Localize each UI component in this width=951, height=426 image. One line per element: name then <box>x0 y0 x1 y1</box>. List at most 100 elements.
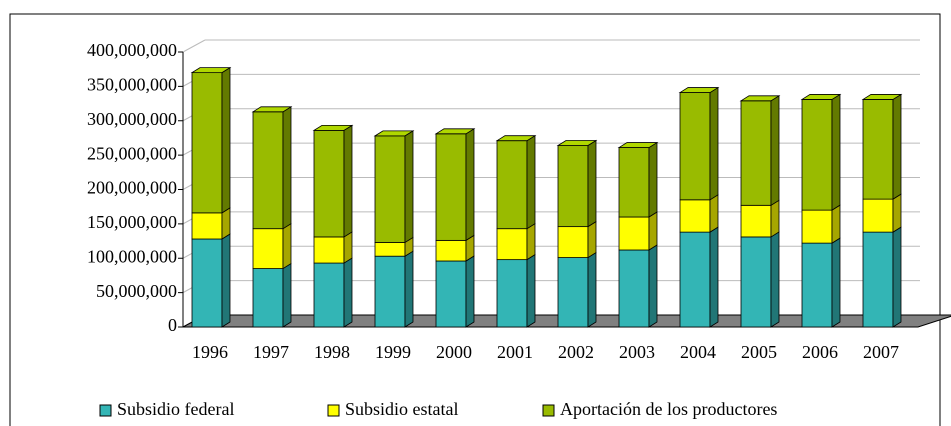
frame <box>9 13 941 426</box>
bar-segment-top <box>373 130 415 137</box>
bar-segment <box>435 133 467 241</box>
bar-segment <box>374 242 406 257</box>
y-tick-label: 50,000,000 <box>96 281 177 301</box>
bar-segment-side <box>648 211 658 251</box>
bar-segment-side <box>404 250 414 328</box>
bar-segment-top <box>434 128 476 135</box>
bar-segment-top <box>617 142 659 148</box>
bar-segment-side <box>526 222 536 261</box>
bar-segment <box>496 140 528 230</box>
bar-segment-side <box>526 134 536 230</box>
bar-segment-side <box>587 220 597 259</box>
bar-segment-side <box>709 194 719 233</box>
legend-label: Aportación de los productores <box>560 399 777 419</box>
bar-segment <box>191 212 223 240</box>
x-tick-label: 2001 <box>497 342 533 362</box>
bar-segment <box>801 99 833 211</box>
bar-segment-side <box>831 93 841 211</box>
bar-segment-side <box>343 257 353 328</box>
bar-segment-side <box>526 253 536 328</box>
bar-segment-side <box>343 124 353 238</box>
bar-segment-top <box>190 67 232 74</box>
x-tick-label: 2007 <box>863 342 899 362</box>
bar-segment-side <box>770 231 780 328</box>
bar-segment <box>740 204 772 238</box>
bar-segment <box>618 147 650 218</box>
bar-segment <box>557 145 589 228</box>
x-tick-label: 2002 <box>558 342 594 362</box>
bar-segment-side <box>282 222 292 270</box>
bar-segment-side <box>648 244 658 328</box>
bar-segment-top <box>495 135 537 142</box>
x-tick-label: 1999 <box>375 342 411 362</box>
bar-segment-side <box>465 128 475 242</box>
bar-segment-top <box>678 87 720 93</box>
bar-segment <box>862 231 894 328</box>
bar-segment <box>801 209 833 244</box>
bar-segment <box>313 129 345 238</box>
bar-segment-side <box>648 141 658 218</box>
bar-segment-side <box>709 86 719 201</box>
y-tick-label: 0 <box>168 315 177 335</box>
y-tick-label: 250,000,000 <box>87 143 177 163</box>
legend-label: Subsidio federal <box>117 399 234 419</box>
bar-segment <box>862 99 894 200</box>
y-tick-label: 300,000,000 <box>87 109 177 129</box>
bar-segment <box>313 236 345 264</box>
bar-segment-top <box>556 140 598 146</box>
y-tick-label: 350,000,000 <box>87 75 177 95</box>
legend-swatch <box>542 404 555 417</box>
x-tick-label: 2006 <box>802 342 838 362</box>
bar-segment-side <box>282 106 292 230</box>
bar-segment-side <box>587 139 597 228</box>
bar-segment <box>801 242 833 328</box>
bar-segment-top <box>739 95 781 102</box>
bar-segment-side <box>831 237 841 328</box>
x-tick-label: 1996 <box>192 342 228 362</box>
y-tick-label: 400,000,000 <box>87 40 177 60</box>
bar-segment <box>496 259 528 328</box>
bar-segment <box>374 255 406 328</box>
bar-segment-side <box>404 130 414 244</box>
bar-segment <box>740 236 772 328</box>
x-tick-label: 2000 <box>436 342 472 362</box>
bar-segment-side <box>831 204 841 244</box>
bar-segment <box>862 198 894 233</box>
bar-segment-side <box>770 95 780 207</box>
bar-segment-top <box>800 94 842 100</box>
bar-segment <box>191 72 223 214</box>
bar-segment-top <box>861 94 903 100</box>
x-tick-label: 2004 <box>680 342 716 362</box>
bar-segment <box>252 268 284 328</box>
bar-segment-top <box>251 106 293 113</box>
bar-segment <box>313 262 345 328</box>
bar-segment-side <box>221 66 231 214</box>
bar-segment-side <box>892 193 902 233</box>
x-tick-label: 2003 <box>619 342 655 362</box>
legend-swatch <box>99 404 112 417</box>
bar-segment-side <box>709 226 719 328</box>
bar-segment-side <box>770 199 780 238</box>
bar-segment-side <box>587 251 597 328</box>
bar-segment-side <box>282 262 292 328</box>
y-tick-label: 150,000,000 <box>87 212 177 232</box>
bar-segment <box>679 231 711 328</box>
bar-segment <box>496 228 528 261</box>
x-tick-label: 1998 <box>314 342 350 362</box>
grid-diagonal <box>182 39 206 53</box>
bar-segment <box>252 111 284 230</box>
bar-segment <box>191 238 223 328</box>
bar-segment <box>252 228 284 269</box>
legend-swatch <box>327 404 340 417</box>
y-tick-label: 200,000,000 <box>87 178 177 198</box>
y-tick-label: 100,000,000 <box>87 246 177 266</box>
bar-segment <box>435 239 467 262</box>
bar-segment-side <box>221 233 231 328</box>
legend-label: Subsidio estatal <box>345 399 459 419</box>
bar-segment <box>374 135 406 243</box>
bar-segment-side <box>465 255 475 328</box>
bar-segment-side <box>892 226 902 328</box>
bar-segment <box>679 92 711 201</box>
bar-segment <box>557 226 589 258</box>
